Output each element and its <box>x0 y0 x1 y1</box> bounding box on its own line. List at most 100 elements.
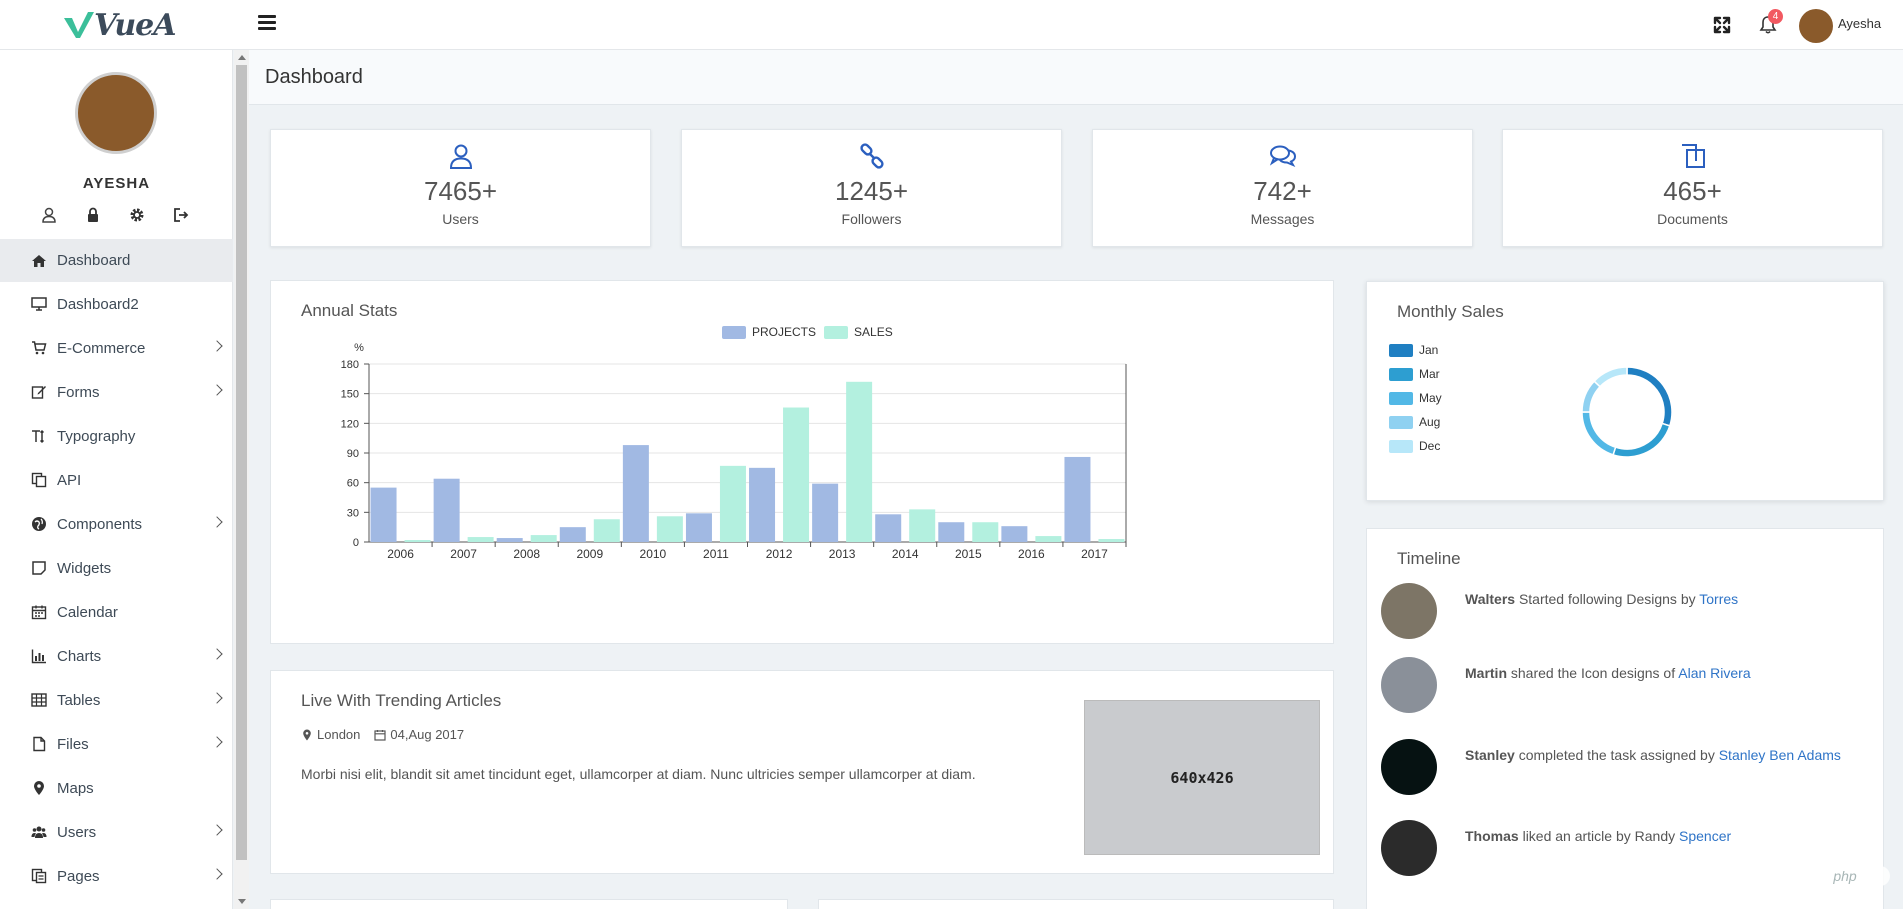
sidebar: AYESHA Dashboard Dashboard2 E-Commerce <box>0 50 233 909</box>
scroll-up-arrow-icon[interactable] <box>238 55 246 60</box>
sidebar-item-components[interactable]: Components <box>0 502 233 546</box>
sidebar-item-files[interactable]: Files <box>0 722 233 766</box>
app-logo[interactable]: VueA <box>62 8 177 43</box>
timeline-user[interactable]: Martin <box>1465 665 1507 681</box>
legend-swatch <box>1389 391 1413 405</box>
avatar[interactable] <box>1381 583 1437 639</box>
sidebar-item-users[interactable]: Users <box>0 810 233 854</box>
timeline-link[interactable]: Stanley Ben Adams <box>1718 747 1841 763</box>
timeline-user[interactable]: Thomas <box>1465 828 1519 844</box>
timeline-user[interactable]: Walters <box>1465 591 1516 607</box>
sidebar-scrollbar[interactable] <box>234 50 249 909</box>
sidebar-item-label: Users <box>57 823 97 841</box>
page-header <box>249 50 1903 105</box>
sidebar-item-calendar[interactable]: Calendar <box>0 590 233 634</box>
bar-projects-2011 <box>685 513 712 542</box>
x-tick-label: 2010 <box>640 547 667 561</box>
sidebar-item-dashboard[interactable]: Dashboard <box>0 239 233 282</box>
avatar[interactable] <box>1381 657 1437 713</box>
y-tick-label: 60 <box>347 478 359 490</box>
comments-icon <box>1269 145 1296 168</box>
donut-slice-may <box>1581 411 1617 456</box>
bar-sales-2013 <box>846 381 873 542</box>
sidebar-item-maps[interactable]: Maps <box>0 766 233 810</box>
sidebar-item-label: Typography <box>57 427 136 445</box>
chevron-right-icon <box>211 340 223 352</box>
profile-user-icon[interactable] <box>40 206 58 224</box>
users-icon <box>30 824 47 841</box>
cart-icon <box>30 340 47 357</box>
table-icon <box>30 692 47 709</box>
legend-label-sales[interactable]: SALES <box>854 325 893 339</box>
chevron-right-icon <box>211 868 223 880</box>
globe-icon <box>30 516 47 533</box>
legend-label: Mar <box>1419 367 1440 381</box>
pages-icon <box>30 868 47 885</box>
top-bar: VueA 4 Ayesha <box>0 0 1903 50</box>
article-body: Morbi nisi elit, blandit sit amet tincid… <box>301 766 976 782</box>
menu-toggle-icon[interactable] <box>258 15 276 33</box>
sidebar-item-ecommerce[interactable]: E-Commerce <box>0 326 233 370</box>
timeline-link[interactable]: Alan Rivera <box>1678 665 1751 681</box>
lock-icon[interactable] <box>84 206 102 224</box>
calendar-icon <box>374 729 386 741</box>
chevron-right-icon <box>211 736 223 748</box>
bar-sales-2010 <box>656 516 683 542</box>
chevron-right-icon <box>211 648 223 660</box>
legend-item-jan[interactable]: Jan <box>1389 338 1442 362</box>
avatar[interactable] <box>1381 739 1437 795</box>
stat-label: Followers <box>841 211 902 227</box>
sidebar-item-charts[interactable]: Charts <box>0 634 233 678</box>
legend-item-aug[interactable]: Aug <box>1389 410 1442 434</box>
edit-icon <box>30 384 47 401</box>
article-title[interactable]: Live With Trending Articles <box>301 691 502 710</box>
sidebar-item-typography[interactable]: Typography <box>0 414 233 458</box>
sidebar-item-widgets[interactable]: Widgets <box>0 546 233 590</box>
timeline-text: Stanley completed the task assigned by S… <box>1465 747 1841 763</box>
sign-out-icon[interactable] <box>172 206 190 224</box>
legend-item-may[interactable]: May <box>1389 386 1442 410</box>
link-icon <box>859 143 884 169</box>
fullscreen-icon[interactable] <box>1712 15 1732 35</box>
sidebar-item-dashboard2[interactable]: Dashboard2 <box>0 282 233 326</box>
legend-item-mar[interactable]: Mar <box>1389 362 1442 386</box>
gear-icon[interactable] <box>128 206 146 224</box>
topbar-username[interactable]: Ayesha <box>1838 16 1882 31</box>
x-tick-label: 2006 <box>387 547 414 561</box>
x-tick-label: 2011 <box>703 547 729 561</box>
user-avatar[interactable] <box>1799 9 1833 43</box>
article-meta: London 04,Aug 2017 <box>301 727 464 742</box>
timeline-link[interactable]: Spencer <box>1679 828 1732 844</box>
timeline-link[interactable]: Torres <box>1699 591 1739 607</box>
avatar[interactable] <box>1381 820 1437 876</box>
scroll-down-arrow-icon[interactable] <box>238 899 246 904</box>
legend-label-projects[interactable]: PROJECTS <box>752 325 817 339</box>
donut-slice-aug <box>1581 380 1602 413</box>
bar-projects-2008 <box>496 538 523 542</box>
timeline-title: Timeline <box>1397 549 1461 568</box>
sidebar-item-tables[interactable]: Tables <box>0 678 233 722</box>
scrollbar-thumb[interactable] <box>236 65 247 860</box>
sidebar-item-pages[interactable]: Pages <box>0 854 233 898</box>
sidebar-item-label: Dashboard2 <box>57 295 139 313</box>
y-tick-label: 0 <box>353 537 359 549</box>
legend-swatch-sales <box>824 325 849 339</box>
bar-sales-2008 <box>530 535 557 542</box>
bar-projects-2009 <box>559 527 586 542</box>
legend-item-dec[interactable]: Dec <box>1389 434 1442 458</box>
y-tick-label: 150 <box>341 389 359 401</box>
y-tick-label: 30 <box>347 507 359 519</box>
copy-icon <box>30 472 47 489</box>
timeline-action: Started following Designs by <box>1518 591 1696 607</box>
monitor-icon <box>30 296 47 313</box>
article-location: London <box>317 727 361 742</box>
monthly-sales-panel: Monthly Sales Jan Mar May Aug Dec <box>1366 281 1884 501</box>
timeline-user[interactable]: Stanley <box>1465 747 1515 763</box>
sidebar-item-label: Components <box>57 515 143 533</box>
sidebar-item-forms[interactable]: Forms <box>0 370 233 414</box>
donut-slice-dec <box>1593 366 1628 388</box>
legend-swatch <box>1389 367 1413 381</box>
sidebar-item-api[interactable]: API <box>0 458 233 502</box>
legend-swatch <box>1389 343 1413 357</box>
article-image-placeholder[interactable]: 640x426 <box>1084 700 1320 855</box>
